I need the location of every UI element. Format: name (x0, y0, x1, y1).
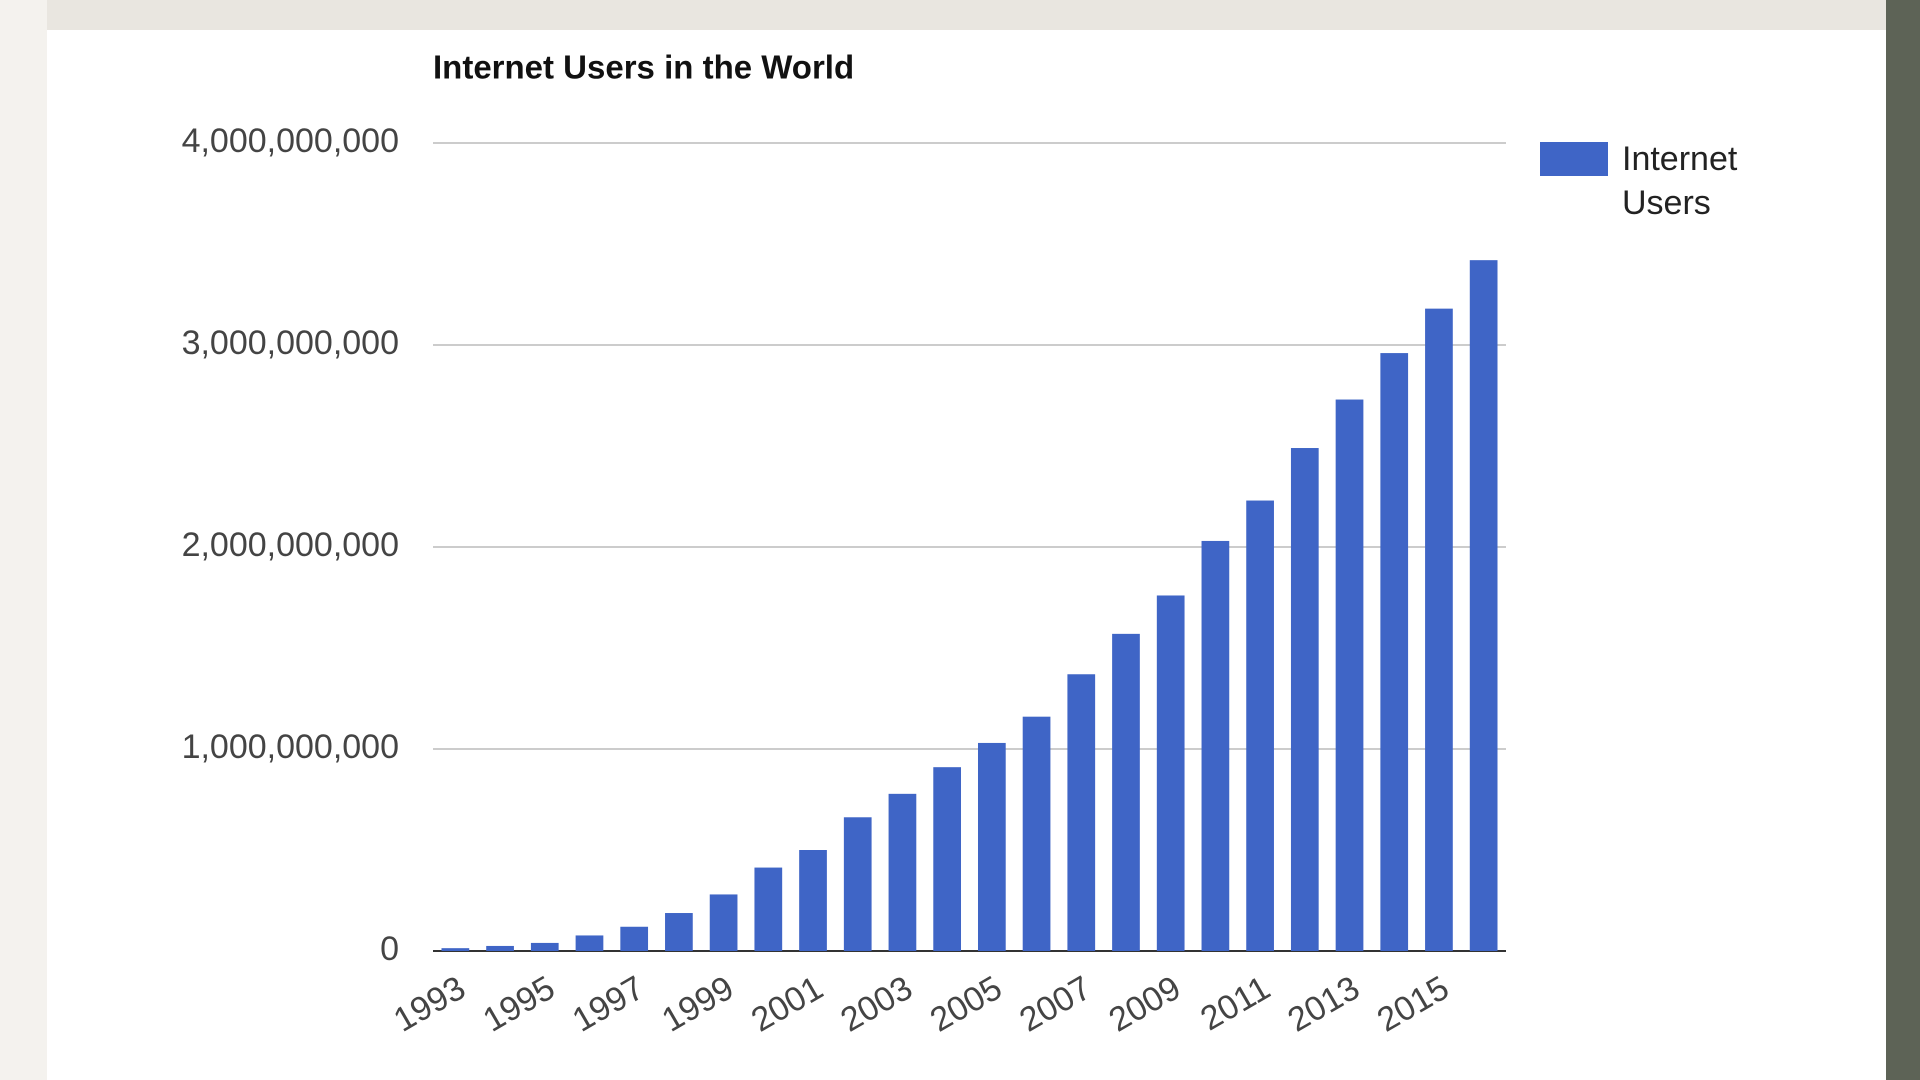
bar (486, 945, 514, 951)
bar (620, 926, 649, 951)
bar (1335, 399, 1364, 951)
chart-title: Internet Users in the World (433, 49, 854, 86)
bar (1425, 308, 1453, 951)
bar (665, 913, 693, 951)
bar (1469, 260, 1498, 951)
bar (1380, 353, 1409, 952)
bar (888, 793, 917, 951)
bar (441, 948, 470, 951)
bar (575, 935, 604, 951)
bar (1246, 500, 1274, 951)
y-tick-label: 2,000,000,000 (182, 526, 399, 564)
bar (1022, 716, 1051, 951)
legend-label: Internet Users (1622, 140, 1738, 222)
x-tick-label: 2003 (834, 969, 919, 1040)
bar (933, 767, 962, 951)
bar (530, 942, 559, 951)
bar (977, 742, 1006, 951)
y-tick-label: 3,000,000,000 (182, 324, 399, 362)
bar (843, 817, 872, 951)
x-tick-label: 2015 (1371, 969, 1456, 1040)
newspaper-right (1886, 0, 1920, 1080)
y-tick-label: 1,000,000,000 (182, 728, 399, 766)
bar (1112, 633, 1140, 951)
x-tick-label: 1993 (387, 969, 472, 1040)
x-tick-label: 2001 (745, 969, 830, 1040)
chart-panel (47, 30, 1886, 1080)
x-tick-label: 2005 (924, 969, 1009, 1040)
bar (1067, 674, 1096, 951)
bar (1201, 540, 1230, 951)
y-tick-label: 4,000,000,000 (182, 122, 399, 160)
bar (754, 867, 783, 951)
y-tick-label: 0 (380, 930, 399, 968)
bar (799, 850, 827, 951)
x-tick-label: 1999 (656, 969, 741, 1040)
newspaper-left (0, 0, 47, 1080)
x-tick-label: 1995 (477, 969, 562, 1040)
bar (709, 894, 738, 951)
legend-swatch (1540, 142, 1608, 176)
x-tick-label: 2013 (1282, 969, 1367, 1040)
x-tick-label: 2011 (1194, 969, 1276, 1038)
bar (1290, 448, 1319, 951)
x-tick-label: 1997 (566, 969, 651, 1040)
x-tick-label: 2007 (1013, 969, 1098, 1040)
bar (1156, 595, 1185, 951)
x-tick-label: 2009 (1103, 969, 1188, 1040)
